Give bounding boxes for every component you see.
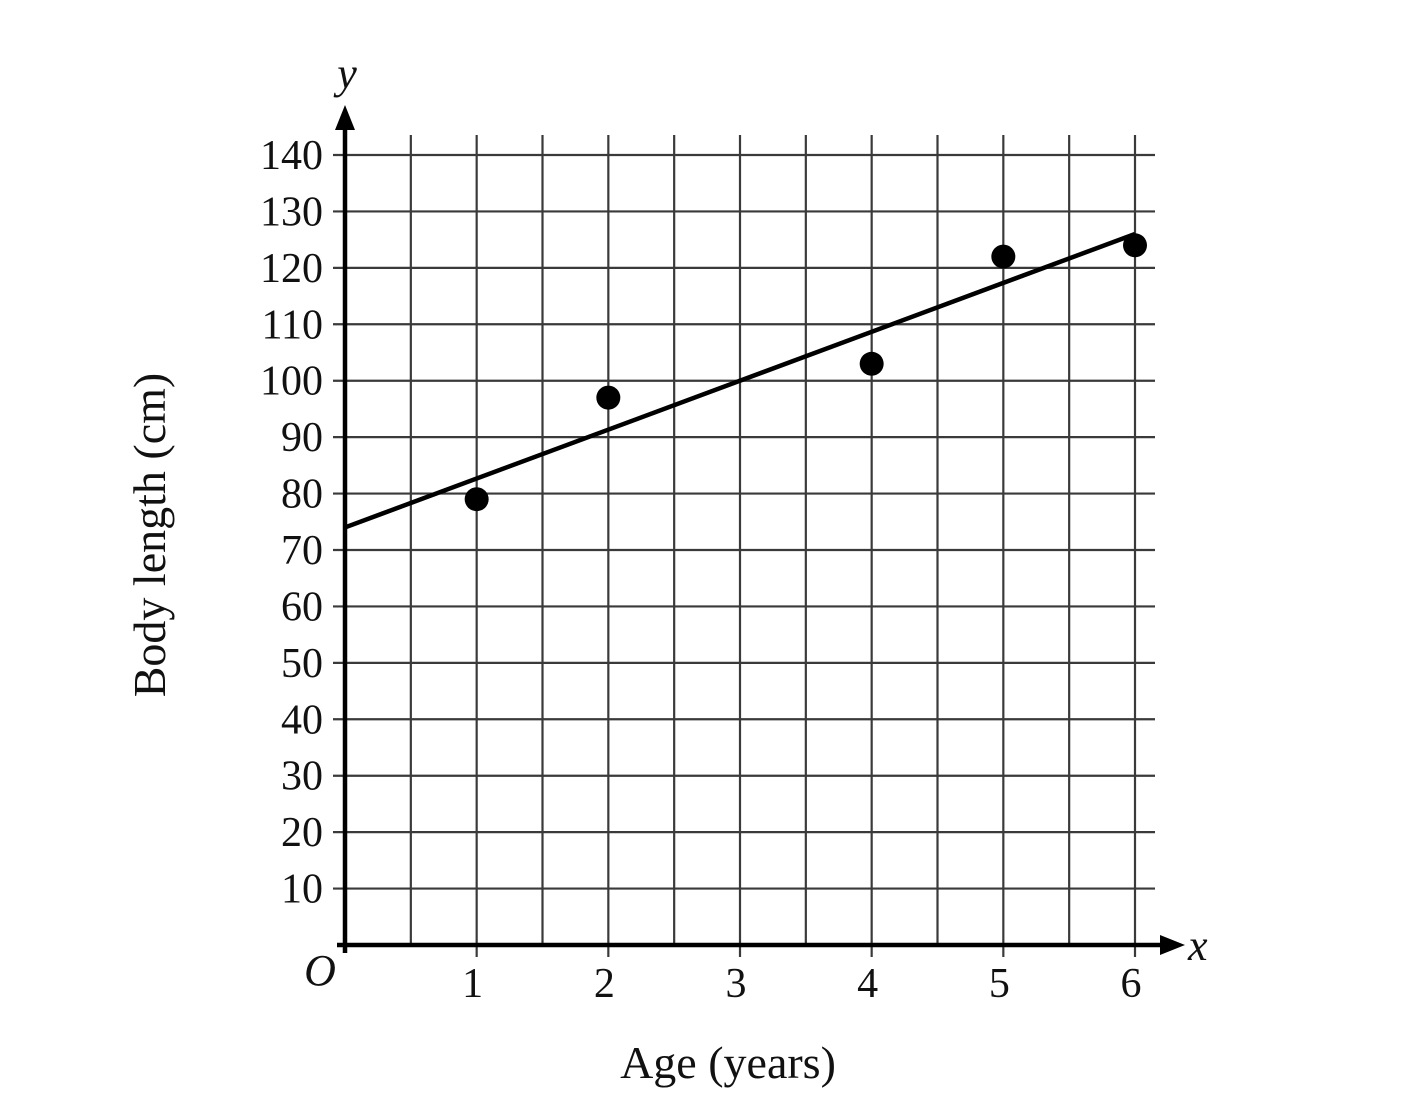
x-tick-label: 6 — [1121, 961, 1142, 1007]
x-axis-letter: x — [1187, 921, 1208, 970]
y-tick-label: 50 — [281, 641, 323, 687]
y-tick-label: 60 — [281, 584, 323, 630]
y-axis-arrow-icon — [335, 105, 355, 130]
x-tick-label: 5 — [989, 961, 1010, 1007]
data-point — [464, 487, 489, 512]
axes — [335, 105, 1185, 955]
y-tick-label: 90 — [281, 415, 323, 461]
tick-labels: 10 20 30 40 50 60 70 80 90 100 110 120 130 140 1 2 3 4 5 6 — [260, 133, 1142, 1007]
data-points — [464, 233, 1147, 512]
y-axis-title: Body length (cm) — [124, 373, 175, 698]
y-tick-label: 120 — [260, 246, 323, 292]
data-point — [596, 385, 621, 410]
x-tick-label: 4 — [857, 961, 878, 1007]
x-axis-arrow-icon — [1160, 935, 1185, 955]
y-axis-letter: y — [333, 49, 357, 98]
x-tick-label: 2 — [594, 961, 615, 1007]
y-tick-label: 110 — [262, 302, 323, 348]
y-tick-label: 10 — [281, 867, 323, 913]
y-tick-label: 140 — [260, 133, 323, 179]
y-tick-label: 130 — [260, 189, 323, 235]
y-tick-label: 70 — [281, 528, 323, 574]
x-axis-title: Age (years) — [620, 1037, 836, 1088]
y-tick-label: 40 — [281, 697, 323, 743]
y-tick-label: 30 — [281, 754, 323, 800]
y-tick-label: 80 — [281, 472, 323, 518]
data-point — [859, 351, 884, 376]
x-tick-label: 3 — [726, 961, 747, 1007]
grid — [333, 135, 1155, 957]
data-point — [991, 244, 1016, 269]
y-tick-label: 100 — [260, 359, 323, 405]
data-point — [1123, 233, 1147, 258]
origin-label: O — [304, 946, 336, 995]
line-of-best-fit — [344, 231, 1136, 530]
x-tick-label: 1 — [462, 961, 483, 1007]
y-tick-label: 20 — [281, 810, 323, 856]
